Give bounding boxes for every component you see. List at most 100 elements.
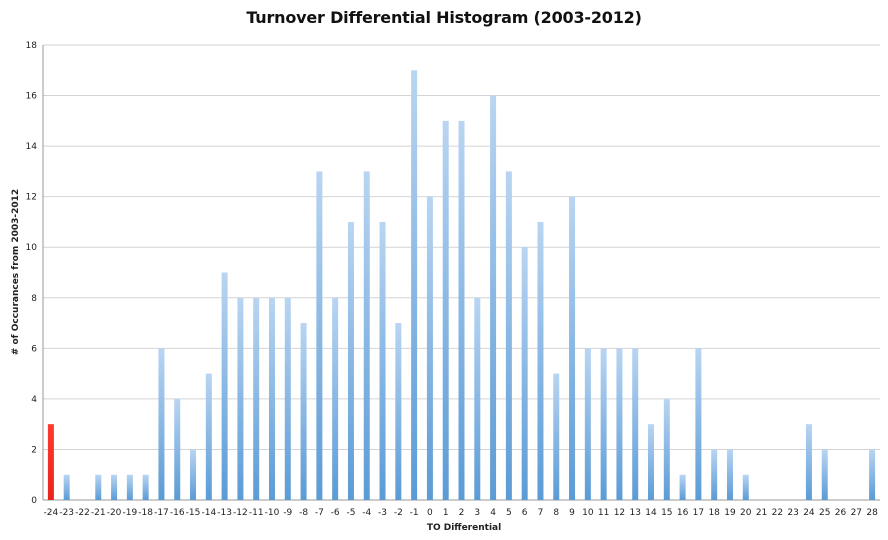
x-tick-label: -19: [123, 508, 138, 518]
bar: [505, 171, 512, 500]
y-tick-label: 6: [31, 344, 37, 354]
x-tick-label: -13: [217, 508, 232, 518]
x-tick-label: 3: [474, 508, 480, 518]
bar: [695, 348, 702, 500]
x-tick-label: -22: [75, 508, 90, 518]
x-tick-label: 20: [740, 508, 752, 518]
bar: [63, 474, 70, 500]
y-tick-label: 12: [26, 193, 37, 203]
bar: [474, 297, 481, 500]
x-tick-label: 6: [522, 508, 528, 518]
bar: [284, 297, 291, 500]
x-tick-label: 17: [693, 508, 704, 518]
y-tick-label: 4: [31, 395, 37, 405]
bar: [742, 474, 749, 500]
x-tick-label: 23: [787, 508, 798, 518]
x-tick-label: 22: [772, 508, 783, 518]
x-tick-label: -7: [315, 508, 324, 518]
x-tick-label: 0: [427, 508, 433, 518]
bar: [569, 196, 576, 500]
bar: [869, 449, 876, 500]
bar: [726, 449, 733, 500]
bar: [111, 474, 118, 500]
x-tick-label: -17: [154, 508, 169, 518]
x-tick-label: -6: [331, 508, 340, 518]
bar: [442, 120, 449, 500]
bar: [300, 323, 307, 500]
bar: [711, 449, 718, 500]
y-tick-label: 8: [31, 294, 37, 304]
x-tick-label: 15: [661, 508, 672, 518]
bar: [268, 297, 275, 500]
bar: [537, 221, 544, 500]
bar: [253, 297, 260, 500]
bar: [679, 474, 686, 500]
x-tick-label: 9: [569, 508, 575, 518]
x-tick-label: 2: [459, 508, 465, 518]
x-tick-label: -20: [107, 508, 122, 518]
bar: [142, 474, 149, 500]
x-tick-label: 5: [506, 508, 512, 518]
x-tick-label: 16: [677, 508, 689, 518]
x-tick-label: 24: [803, 508, 815, 518]
bar: [395, 323, 402, 500]
x-tick-label: -3: [378, 508, 387, 518]
x-tick-label: -9: [283, 508, 292, 518]
x-tick-label: 21: [756, 508, 767, 518]
x-tick-label: -10: [265, 508, 280, 518]
bar: [632, 348, 639, 500]
x-tick-label: -14: [201, 508, 216, 518]
x-tick-label: 25: [819, 508, 830, 518]
y-tick-label: 18: [26, 41, 38, 51]
x-tick-label: 1: [443, 508, 449, 518]
y-tick-label: 16: [26, 92, 38, 102]
x-tick-label: -8: [299, 508, 308, 518]
y-tick-label: 0: [31, 496, 37, 506]
x-tick-label: -4: [362, 508, 371, 518]
bar: [332, 297, 339, 500]
bar: [158, 348, 165, 500]
y-tick-label: 14: [26, 142, 38, 152]
x-tick-label: -16: [170, 508, 185, 518]
x-tick-label: -2: [394, 508, 403, 518]
bar: [237, 297, 244, 500]
x-tick-label: 28: [866, 508, 878, 518]
bar: [458, 120, 465, 500]
x-tick-label: 19: [724, 508, 736, 518]
x-tick-label: 14: [645, 508, 657, 518]
bar: [553, 373, 560, 500]
bar: [411, 70, 418, 501]
x-tick-label: 26: [835, 508, 847, 518]
bar: [95, 474, 102, 500]
bar: [221, 272, 228, 500]
bar: [316, 171, 323, 500]
x-tick-label: 18: [708, 508, 720, 518]
bar: [663, 398, 670, 500]
x-tick-label: 7: [538, 508, 544, 518]
x-axis-title: TO Differential: [426, 523, 502, 533]
x-tick-label: -15: [186, 508, 201, 518]
bar: [379, 221, 386, 500]
x-tick-label: 4: [490, 508, 496, 518]
x-tick-label: -5: [346, 508, 355, 518]
bar: [821, 449, 828, 500]
x-tick-label: 10: [582, 508, 594, 518]
bar: [174, 398, 181, 500]
x-tick-label: 27: [851, 508, 862, 518]
bar: [205, 373, 212, 500]
bar: [521, 247, 528, 500]
x-tick-label: 13: [629, 508, 640, 518]
x-tick-label: 12: [614, 508, 625, 518]
bar: [648, 424, 655, 500]
bar: [490, 95, 497, 501]
bar: [426, 196, 433, 500]
bar: [347, 221, 354, 500]
bar: [584, 348, 591, 500]
bar: [47, 424, 54, 500]
bar: [190, 449, 197, 500]
x-tick-label: -23: [59, 508, 74, 518]
x-tick-label: -21: [91, 508, 106, 518]
bar: [363, 171, 370, 500]
